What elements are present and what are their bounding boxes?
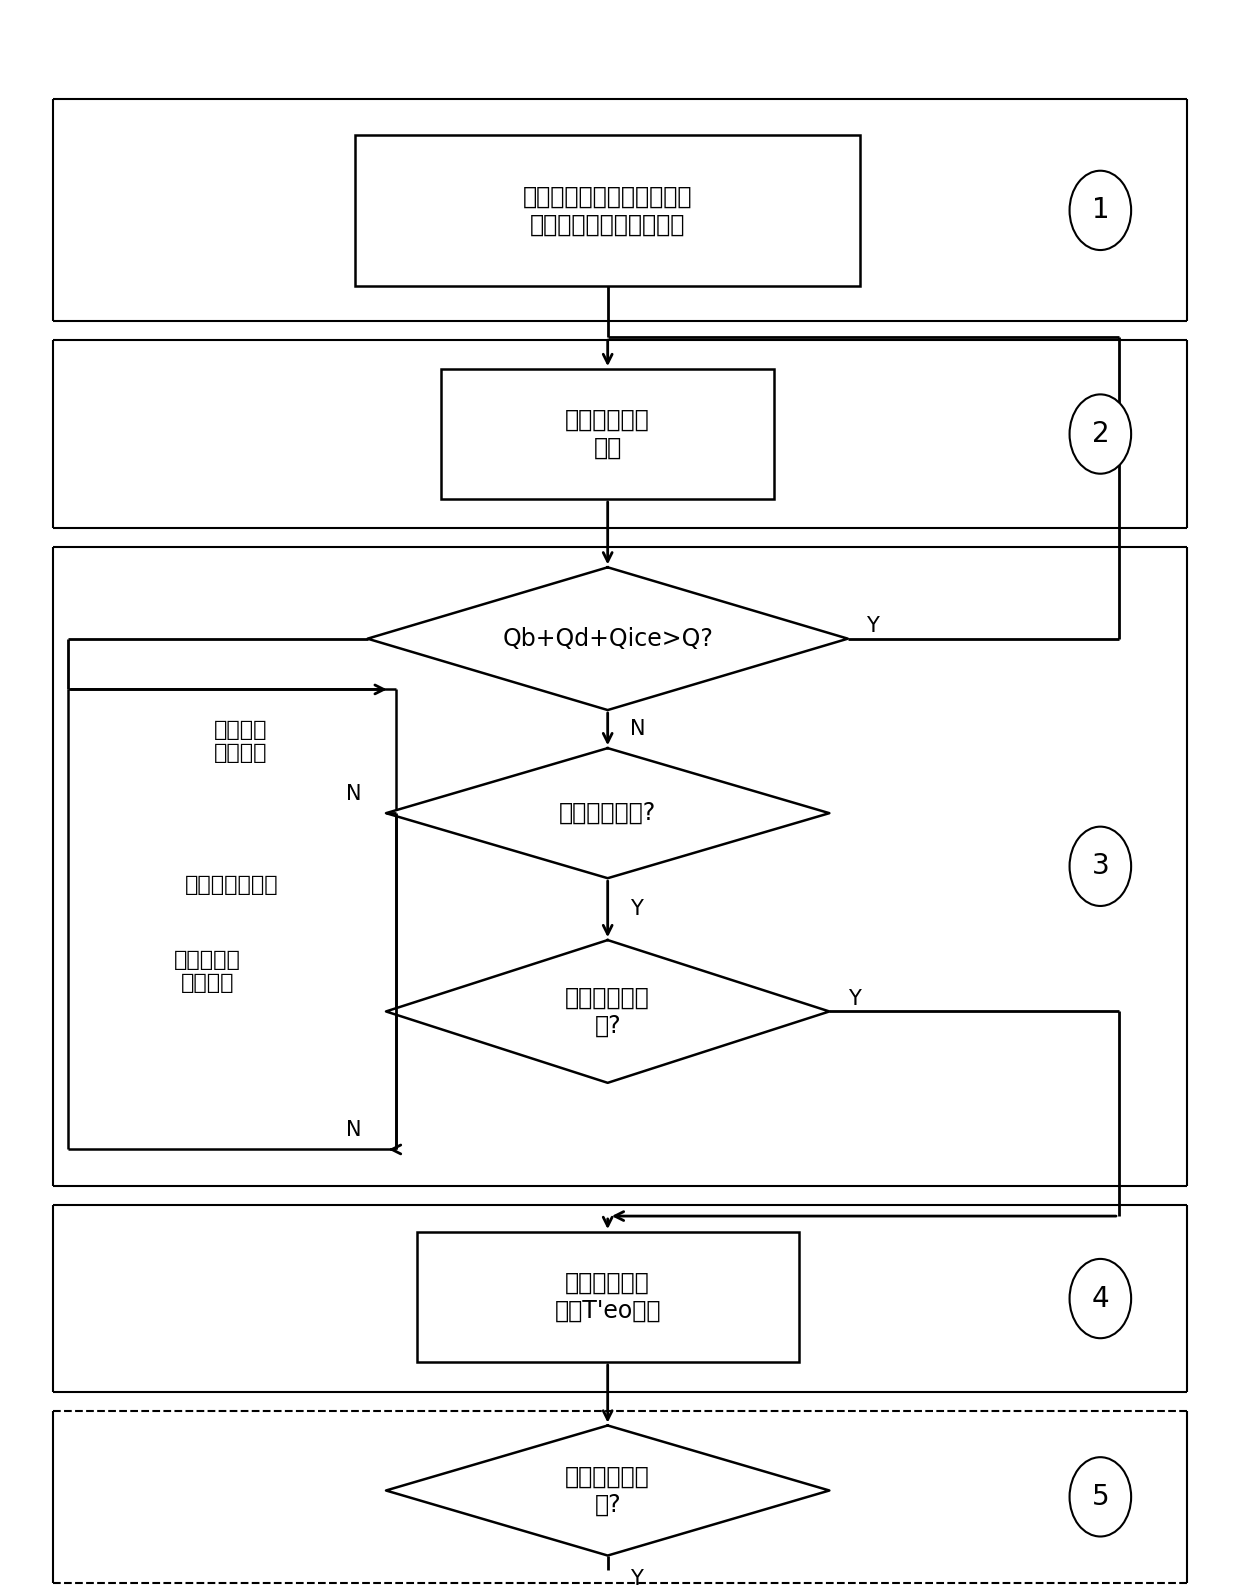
Polygon shape <box>386 940 830 1082</box>
Text: N: N <box>346 784 361 804</box>
Text: Y: Y <box>630 899 642 919</box>
Circle shape <box>1070 1259 1131 1337</box>
Text: N: N <box>346 1120 361 1141</box>
Text: 增加一台
基载机组: 增加一台 基载机组 <box>213 720 268 763</box>
Circle shape <box>1070 827 1131 907</box>
Polygon shape <box>386 749 830 878</box>
Text: N: N <box>630 720 645 739</box>
FancyBboxPatch shape <box>355 136 861 286</box>
Circle shape <box>1070 1457 1131 1537</box>
Text: 4: 4 <box>1091 1285 1109 1312</box>
Text: Y: Y <box>630 1569 642 1590</box>
FancyBboxPatch shape <box>417 1232 799 1361</box>
Text: 冷水机组能耗
建模: 冷水机组能耗 建模 <box>565 409 650 460</box>
Circle shape <box>1070 394 1131 474</box>
Text: Y: Y <box>867 616 879 635</box>
Circle shape <box>1070 171 1131 251</box>
Text: Y: Y <box>848 990 861 1009</box>
Text: 双工况机组全
开?: 双工况机组全 开? <box>565 986 650 1037</box>
FancyBboxPatch shape <box>441 369 774 500</box>
Text: 5: 5 <box>1091 1483 1109 1511</box>
Text: 增加一台双
工况机组: 增加一台双 工况机组 <box>174 950 241 993</box>
Polygon shape <box>367 567 848 710</box>
Text: 本计算周期结
束?: 本计算周期结 束? <box>565 1465 650 1516</box>
Polygon shape <box>386 1425 830 1556</box>
Text: 基载机组全开?: 基载机组全开? <box>559 801 656 825</box>
Text: 机组负荷分配
参数T'eo寻优: 机组负荷分配 参数T'eo寻优 <box>554 1270 661 1323</box>
Text: Qb+Qd+Qice>Q?: Qb+Qd+Qice>Q? <box>502 627 713 651</box>
Text: 实时数据采集和计算，融冰
上限估算，机组出力估算: 实时数据采集和计算，融冰 上限估算，机组出力估算 <box>523 185 692 236</box>
Text: 2: 2 <box>1091 420 1109 448</box>
Text: 3: 3 <box>1091 852 1110 881</box>
Text: 1: 1 <box>1091 196 1109 225</box>
Text: 基载机组数清零: 基载机组数清零 <box>185 875 279 894</box>
